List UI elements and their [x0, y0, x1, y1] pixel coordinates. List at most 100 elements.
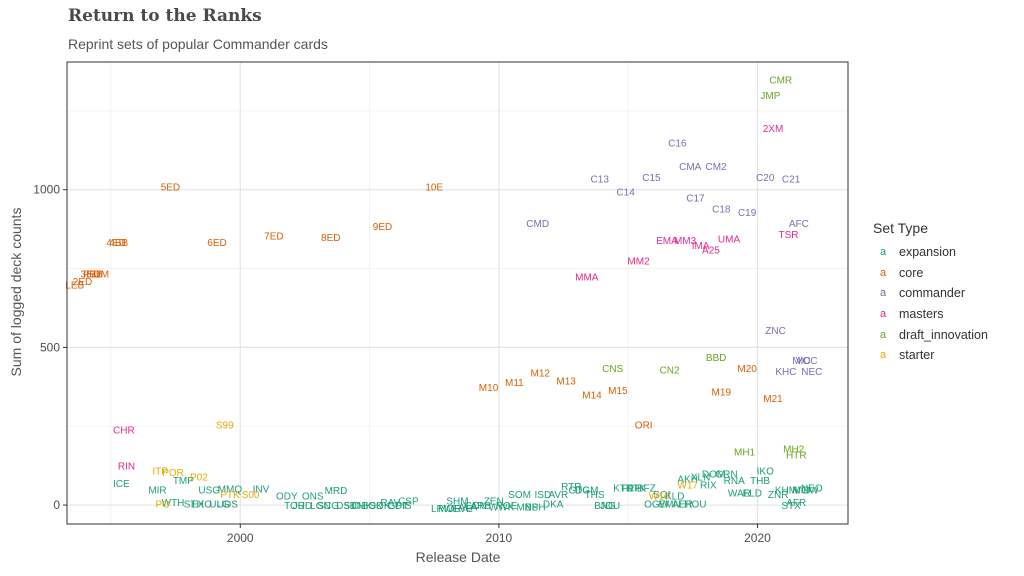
- data-point-label: MMA: [575, 272, 599, 283]
- data-point-label: OGW: [644, 500, 670, 511]
- data-point-label: NPH: [525, 503, 546, 514]
- data-point-label: M21: [763, 394, 783, 405]
- data-point-label: GRN: [715, 470, 737, 481]
- data-point-label: WAR: [728, 488, 751, 499]
- data-point-label: CNS: [602, 364, 623, 375]
- data-point-label: ELD: [743, 488, 762, 499]
- data-point-label: BBD: [706, 353, 727, 364]
- legend-label: commander: [899, 286, 965, 301]
- data-point-label: SOM: [508, 490, 531, 501]
- data-point-label: M12: [531, 369, 551, 380]
- data-point-label: RIX: [700, 481, 717, 492]
- data-point-label: C19: [738, 208, 757, 219]
- data-point-label: EMN: [658, 500, 680, 511]
- legend-key: a: [879, 349, 887, 362]
- data-point-label: 9ED: [373, 222, 392, 233]
- data-point-label: W17: [677, 481, 698, 492]
- data-point-label: THB: [750, 476, 770, 487]
- data-point-label: C21: [782, 175, 801, 186]
- legend-label: masters: [899, 307, 944, 322]
- data-point-label: RNA: [724, 476, 745, 487]
- legend-item: a masters: [873, 304, 988, 325]
- data-point-label: CMR: [769, 75, 792, 86]
- data-point-label: CMD: [526, 219, 549, 230]
- data-point-label: TMP: [173, 476, 194, 487]
- data-point-label: NEO: [801, 484, 823, 495]
- data-point-label: TOR: [284, 501, 305, 512]
- data-point-label: KHM: [775, 485, 797, 496]
- data-point-label: EVE: [453, 504, 473, 515]
- data-point-label: STH: [184, 500, 204, 511]
- data-point-label: CM2: [706, 162, 728, 173]
- data-point-label: JUD: [293, 501, 312, 512]
- data-point-label: 4BB: [109, 238, 128, 249]
- legend-key: a: [879, 328, 887, 341]
- data-point-label: NEC: [801, 367, 822, 378]
- legend-item: a expansion: [873, 242, 988, 263]
- data-point-label: ITP: [152, 466, 168, 477]
- data-point-label: RAV: [380, 498, 400, 509]
- data-point-label: CMA: [679, 162, 702, 173]
- legend-label: starter: [899, 348, 935, 363]
- data-point-label: RIN: [118, 462, 135, 473]
- data-point-label: LEB: [65, 280, 84, 291]
- legend-item: a draft_innovation: [873, 324, 988, 345]
- data-point-label: INV: [253, 485, 270, 496]
- data-point-label: EMA: [656, 236, 678, 247]
- x-tick-label: 2010: [486, 531, 513, 545]
- data-point-label: CHK: [351, 501, 372, 512]
- data-point-label: CON: [464, 501, 486, 512]
- data-point-label: C13: [591, 175, 610, 186]
- data-point-label: 7ED: [264, 231, 283, 242]
- data-point-label: IMA: [692, 241, 710, 252]
- data-point-label: AVR: [548, 490, 568, 501]
- legend-title: Set Type: [873, 220, 929, 236]
- data-point-label: S99: [216, 421, 234, 432]
- data-point-label: MOR: [438, 504, 461, 515]
- panel-border: [66, 61, 849, 525]
- data-point-label: BOK: [362, 501, 383, 512]
- plot-panel: [67, 62, 848, 524]
- data-point-label: 4ED: [106, 238, 125, 249]
- legend-key: a: [879, 308, 887, 321]
- data-point-label: ISD: [535, 490, 552, 501]
- data-point-label: MID: [792, 485, 810, 496]
- data-point-label: SCG: [317, 501, 339, 512]
- legend-key: a: [879, 287, 887, 300]
- data-point-label: BFZ: [637, 484, 656, 495]
- data-point-label: 2XM: [763, 124, 784, 135]
- data-point-label: W16: [649, 492, 670, 503]
- legend-key: a: [879, 266, 887, 279]
- data-point-label: ODY: [276, 492, 298, 503]
- data-point-label: DKA: [543, 500, 564, 511]
- data-point-label: ORI: [635, 421, 653, 432]
- data-point-label: STX: [781, 501, 801, 512]
- data-point-label: C16: [668, 138, 687, 149]
- data-point-label: CN2: [660, 365, 680, 376]
- data-point-label: LGN: [310, 501, 331, 512]
- data-point-label: JMP: [760, 91, 780, 102]
- legend-item: a starter: [873, 345, 988, 366]
- data-point-label: 5DN: [344, 501, 364, 512]
- legend-item: a commander: [873, 283, 988, 304]
- data-point-label: 2ED: [73, 277, 92, 288]
- data-point-label: ZEN: [484, 496, 504, 507]
- data-point-label: A25: [702, 246, 720, 257]
- x-tick-label: 2020: [744, 531, 771, 545]
- data-point-label: KLD: [665, 492, 684, 503]
- data-point-label: SHM: [446, 496, 468, 507]
- chart-title: Return to the Ranks: [68, 6, 262, 26]
- legend-label: draft_innovation: [899, 327, 988, 342]
- data-point-label: ULG: [209, 500, 230, 511]
- data-point-label: M13: [556, 377, 576, 388]
- data-point-label: DIS: [395, 501, 412, 512]
- data-point-label: AFR: [786, 498, 806, 509]
- data-point-label: AER: [672, 500, 693, 511]
- legend-label: expansion: [899, 245, 956, 260]
- data-point-label: ROE: [496, 501, 518, 512]
- data-point-label: P02: [190, 473, 208, 484]
- data-point-label: 6ED: [207, 238, 226, 249]
- data-point-label: UDS: [217, 500, 238, 511]
- data-point-label: SOI: [653, 490, 670, 501]
